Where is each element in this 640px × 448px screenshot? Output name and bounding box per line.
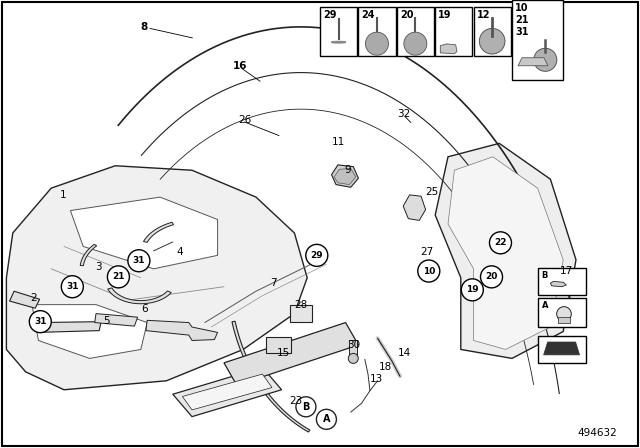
Polygon shape (232, 321, 310, 432)
Circle shape (128, 250, 150, 272)
Text: 31: 31 (66, 282, 79, 291)
Text: 26: 26 (238, 115, 252, 125)
Circle shape (348, 353, 358, 363)
Circle shape (461, 279, 483, 301)
Text: 31: 31 (515, 27, 529, 37)
Text: 8: 8 (141, 22, 148, 32)
Polygon shape (10, 291, 40, 308)
Circle shape (296, 397, 316, 417)
Polygon shape (518, 58, 548, 66)
Text: 11: 11 (332, 138, 345, 147)
Text: 24: 24 (362, 10, 375, 20)
Bar (397, 7, 434, 56)
Circle shape (557, 306, 572, 321)
Bar (538, 336, 586, 363)
Circle shape (306, 244, 328, 267)
Text: 23: 23 (289, 396, 303, 406)
Polygon shape (266, 337, 291, 353)
Polygon shape (6, 166, 307, 390)
Circle shape (316, 409, 337, 429)
Text: 10: 10 (515, 3, 529, 13)
Text: 32: 32 (397, 109, 411, 119)
Circle shape (418, 260, 440, 282)
Bar (358, 7, 396, 56)
Text: 19: 19 (438, 10, 452, 20)
Text: 21: 21 (515, 15, 529, 25)
Polygon shape (146, 320, 218, 340)
Bar (538, 268, 586, 295)
Text: A: A (323, 414, 330, 424)
Polygon shape (108, 288, 172, 304)
Text: 21: 21 (112, 272, 125, 281)
Text: B: B (302, 402, 310, 412)
Text: 494632: 494632 (578, 428, 618, 438)
Text: 28: 28 (294, 300, 308, 310)
Polygon shape (349, 340, 357, 356)
Text: 22: 22 (494, 238, 507, 247)
Text: 25: 25 (426, 187, 439, 197)
Polygon shape (37, 322, 101, 332)
Text: 14: 14 (398, 349, 412, 358)
Text: 20: 20 (400, 10, 413, 20)
Text: 19: 19 (466, 285, 479, 294)
Polygon shape (334, 168, 356, 185)
Text: 13: 13 (370, 374, 383, 383)
Polygon shape (224, 323, 358, 385)
Text: 29: 29 (323, 10, 337, 20)
Polygon shape (440, 44, 457, 54)
Text: 27: 27 (420, 247, 434, 257)
Bar (474, 7, 511, 56)
Bar (320, 7, 357, 56)
Bar (512, 0, 563, 80)
Text: 1: 1 (60, 190, 66, 200)
Text: 6: 6 (141, 304, 147, 314)
Text: 31: 31 (34, 317, 47, 326)
Text: 29: 29 (310, 251, 323, 260)
Text: 16: 16 (232, 61, 247, 71)
Text: 12: 12 (477, 10, 490, 20)
Circle shape (29, 310, 51, 333)
Text: 15: 15 (276, 348, 290, 358)
Text: 2: 2 (31, 293, 37, 303)
Circle shape (108, 266, 129, 288)
Polygon shape (143, 222, 173, 242)
Polygon shape (173, 367, 282, 417)
Polygon shape (70, 197, 218, 269)
Text: B: B (541, 271, 548, 280)
Text: 5: 5 (104, 316, 110, 326)
Text: A: A (541, 301, 548, 310)
Polygon shape (435, 143, 576, 358)
Polygon shape (290, 305, 312, 322)
Bar (435, 7, 472, 56)
Circle shape (61, 276, 83, 298)
Text: 20: 20 (485, 272, 498, 281)
Ellipse shape (332, 42, 346, 43)
Text: 31: 31 (132, 256, 145, 265)
Text: 7: 7 (270, 278, 276, 288)
Text: 9: 9 (344, 165, 351, 175)
Text: 4: 4 (176, 247, 182, 257)
Polygon shape (95, 314, 138, 326)
Text: 3: 3 (95, 263, 101, 272)
Polygon shape (182, 374, 272, 410)
Polygon shape (448, 157, 563, 349)
Polygon shape (332, 165, 358, 187)
Text: 18: 18 (379, 362, 392, 372)
Circle shape (365, 32, 388, 55)
Text: 30: 30 (348, 340, 361, 350)
Circle shape (404, 32, 427, 55)
Polygon shape (80, 244, 97, 266)
Polygon shape (550, 281, 566, 287)
Circle shape (534, 48, 557, 71)
Polygon shape (32, 305, 147, 358)
Polygon shape (403, 195, 426, 220)
Bar (538, 298, 586, 327)
Bar (558, 317, 570, 323)
Circle shape (481, 266, 502, 288)
Polygon shape (543, 342, 580, 355)
Text: 10: 10 (422, 267, 435, 276)
Circle shape (479, 28, 505, 54)
Text: 17: 17 (560, 266, 573, 276)
Circle shape (490, 232, 511, 254)
